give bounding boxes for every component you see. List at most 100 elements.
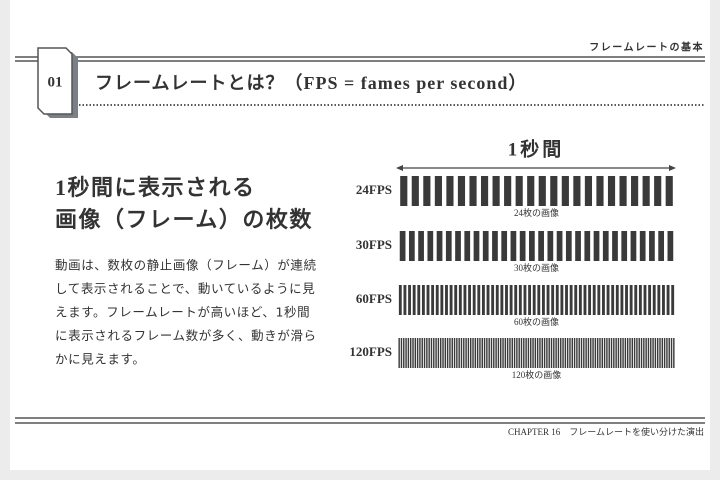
frame [463, 338, 465, 368]
frame [621, 231, 628, 261]
frame-strip [398, 285, 675, 315]
frame [631, 338, 634, 368]
frame [488, 338, 490, 368]
frame [509, 285, 513, 315]
frame [592, 338, 594, 368]
frame-caption: 120枚の画像 [512, 369, 562, 380]
frame [574, 285, 578, 315]
chapter-topic: フレームレートの基本 [589, 40, 704, 53]
frame [451, 338, 453, 368]
frame [458, 338, 460, 368]
frame-caption: 60枚の画像 [514, 316, 559, 327]
frame [492, 231, 498, 261]
section-title: フレームレートとは？（FPS = fames per second） [95, 73, 527, 93]
page-sheet [10, 0, 710, 470]
frame [469, 338, 472, 368]
frame [490, 338, 493, 368]
frame-strip [400, 176, 673, 206]
frame [601, 338, 604, 368]
frame [414, 338, 417, 368]
frame [596, 338, 599, 368]
frame [556, 231, 563, 261]
frame [398, 285, 402, 315]
frame [430, 338, 433, 368]
frame [530, 338, 532, 368]
frame [592, 285, 596, 315]
frame [525, 338, 527, 368]
frame [518, 338, 520, 368]
frame [578, 285, 582, 315]
body-text: 動画は、数枚の静止画像（フレーム）が連続して表示されることで、動いているように見… [55, 258, 316, 367]
frame [638, 338, 640, 368]
frame [504, 338, 507, 368]
frame [514, 285, 518, 315]
frame [610, 338, 613, 368]
frame [647, 338, 650, 368]
frame [400, 176, 408, 206]
frame [666, 338, 668, 368]
frame [493, 338, 495, 368]
frame [421, 338, 423, 368]
frame [638, 285, 642, 315]
fps-label: 30FPS [356, 237, 392, 252]
frame [412, 338, 414, 368]
frame [654, 338, 657, 368]
frame [564, 338, 567, 368]
frame [516, 338, 518, 368]
frame [583, 338, 585, 368]
frame [455, 231, 461, 261]
frame [584, 231, 591, 261]
body-line: かに見えます。 [55, 352, 145, 367]
frame [411, 176, 419, 206]
frame [408, 285, 411, 315]
frame [519, 231, 526, 261]
frame [444, 338, 447, 368]
frame [584, 176, 593, 206]
frame [551, 285, 555, 315]
frame [666, 285, 670, 315]
section-number: 01 [48, 74, 63, 90]
frame [523, 338, 525, 368]
frame [398, 338, 400, 368]
frame [652, 338, 654, 368]
frame [543, 338, 546, 368]
frame [433, 338, 435, 368]
frame [663, 338, 666, 368]
body-line: えます。フレームレートが高いほど、1秒間 [55, 305, 310, 320]
frame [500, 338, 502, 368]
frame [435, 338, 437, 368]
frame [673, 338, 675, 368]
frame [671, 285, 675, 315]
frame [473, 231, 480, 261]
frame [476, 338, 479, 368]
frame [613, 338, 615, 368]
frame [573, 176, 581, 206]
frame [594, 338, 597, 368]
frame [642, 176, 650, 206]
frame [426, 285, 430, 315]
frame [446, 338, 449, 368]
frame [400, 338, 403, 368]
frame [620, 285, 624, 315]
frame [457, 176, 466, 206]
frame [615, 285, 619, 315]
frame [454, 285, 458, 315]
frame [656, 338, 659, 368]
frame [538, 231, 544, 261]
frame [548, 338, 550, 368]
frame [550, 338, 553, 368]
frame [532, 285, 536, 315]
frame [486, 338, 488, 368]
frame [460, 338, 463, 368]
frame [629, 338, 631, 368]
badge [37, 47, 73, 115]
heading-line: 画像（フレーム）の枚数 [55, 207, 313, 232]
frame [557, 338, 560, 368]
frame [423, 176, 431, 206]
frame [468, 285, 471, 315]
frame [510, 231, 517, 261]
frame [585, 338, 587, 368]
frame [538, 176, 546, 206]
frame [588, 285, 592, 315]
frame [474, 338, 477, 368]
